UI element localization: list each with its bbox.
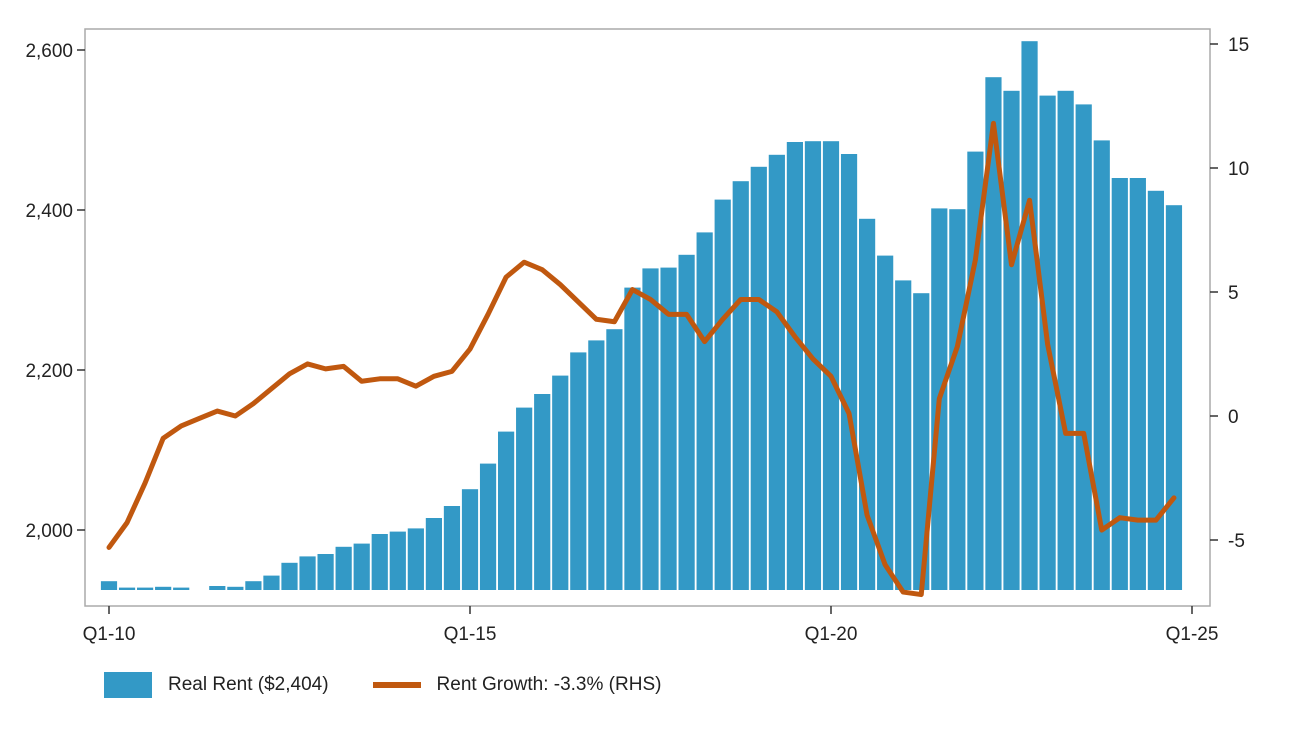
bar-Q3-13 — [353, 543, 370, 590]
bar-Q2-16 — [552, 375, 569, 590]
bar-Q4-12 — [299, 556, 316, 590]
bar-Q4-15 — [516, 407, 533, 590]
bar-Q2-12 — [263, 575, 280, 590]
x-tick-label: Q1-25 — [1166, 624, 1219, 645]
axes-layer: 2,000 2,200 2,400 2,600 -5 0 5 10 15 Q1-10 Q1-15 Q1… — [25, 35, 1249, 645]
bar-Q4-18 — [732, 181, 749, 590]
legend-bar-swatch — [104, 672, 152, 698]
rent-growth-line — [106, 120, 1177, 598]
bar-Q4-14 — [443, 506, 461, 590]
right-tick-label: 15 — [1228, 35, 1249, 56]
bar-Q3-11 — [209, 586, 226, 590]
x-tick-label: Q1-10 — [83, 624, 136, 645]
bar-Q3-18 — [714, 199, 731, 590]
bar-Q2-20 — [840, 154, 858, 590]
bar-Q3-17 — [642, 268, 659, 590]
bar-Q4-16 — [588, 340, 605, 590]
bar-Q4-24 — [1165, 205, 1183, 590]
bar-Q4-19 — [804, 141, 822, 590]
bar-Q1-22 — [967, 151, 984, 590]
bar-Q1-18 — [678, 254, 695, 591]
bar-Q4-11 — [227, 586, 244, 590]
left-tick-label: 2,600 — [25, 41, 73, 62]
x-tick-label: Q1-20 — [805, 624, 858, 645]
bar-Q3-19 — [786, 142, 803, 590]
bar-Q2-13 — [335, 546, 352, 590]
bar-Q1-16 — [534, 394, 551, 590]
bar-Q1-24 — [1111, 178, 1128, 590]
bar-Q1-20 — [822, 141, 840, 590]
bar-Q2-24 — [1129, 178, 1146, 590]
bar-Q4-21 — [949, 209, 966, 590]
bar-Q2-22 — [985, 77, 1002, 590]
bar-Q3-16 — [570, 352, 587, 590]
plot-frame — [84, 28, 1211, 607]
line-layer — [106, 120, 1177, 598]
bar-Q3-22 — [1003, 90, 1020, 591]
x-tick-label: Q1-15 — [444, 624, 497, 645]
bar-Q4-22 — [1021, 41, 1038, 590]
bar-Q1-19 — [750, 166, 767, 591]
bars-layer — [100, 41, 1183, 591]
bar-Q4-20 — [877, 255, 894, 590]
bar-Q1-14 — [389, 531, 406, 590]
legend-item-rent-growth: Rent Growth: -3.3% (RHS) — [372, 674, 662, 696]
legend-label-rent-growth: Rent Growth: -3.3% (RHS) — [436, 674, 662, 695]
bar-Q1-11 — [173, 587, 190, 590]
bar-Q3-10 — [137, 587, 154, 590]
bar-Q4-10 — [155, 586, 172, 590]
left-tick-label: 2,400 — [25, 201, 73, 222]
bar-Q1-10 — [100, 581, 118, 590]
right-tick-label: 10 — [1228, 159, 1249, 180]
bar-Q2-23 — [1057, 90, 1074, 591]
legend-label-real-rent: Real Rent ($2,404) — [168, 674, 329, 695]
bar-Q1-13 — [317, 554, 334, 590]
right-tick-label: -5 — [1228, 531, 1245, 552]
legend: Real Rent ($2,404) Rent Growth: -3.3% (R… — [104, 668, 705, 702]
bar-Q3-23 — [1075, 104, 1092, 591]
bar-Q2-17 — [624, 287, 641, 590]
bar-Q2-19 — [768, 154, 785, 591]
bar-Q2-21 — [913, 293, 930, 590]
bar-Q1-15 — [461, 489, 479, 590]
right-tick-label: 5 — [1228, 283, 1239, 304]
bar-Q2-14 — [407, 528, 424, 590]
bar-Q2-15 — [479, 463, 497, 590]
bar-Q2-18 — [696, 232, 713, 590]
bar-Q4-17 — [660, 267, 677, 590]
bar-Q1-21 — [895, 280, 912, 590]
legend-line-swatch — [372, 682, 421, 688]
bar-Q4-13 — [371, 534, 388, 590]
bar-Q3-12 — [281, 562, 298, 590]
left-tick-label: 2,200 — [25, 361, 73, 382]
bar-Q2-10 — [118, 587, 136, 590]
right-tick-label: 0 — [1228, 407, 1239, 428]
bar-Q1-17 — [606, 329, 623, 590]
bar-Q3-14 — [425, 518, 442, 590]
bar-Q1-12 — [245, 581, 262, 590]
bar-Q4-23 — [1093, 140, 1110, 590]
left-tick-label: 2,000 — [25, 521, 73, 542]
bar-Q3-15 — [498, 431, 515, 590]
legend-item-real-rent: Real Rent ($2,404) — [104, 672, 329, 698]
bar-Q3-24 — [1147, 190, 1164, 591]
